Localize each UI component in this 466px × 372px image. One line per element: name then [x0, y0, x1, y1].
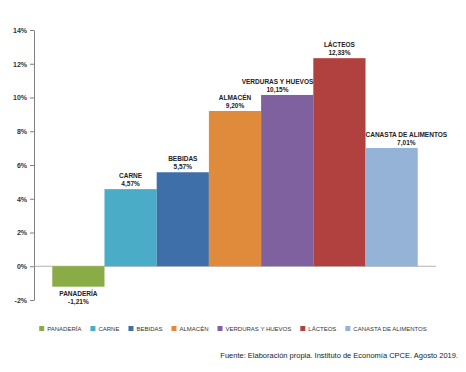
- data-label-value: 4,57%: [121, 180, 140, 188]
- data-label-name: LÁCTEOS: [324, 40, 356, 48]
- legend-swatch: [39, 326, 44, 331]
- legend-label: CARNE: [98, 326, 119, 332]
- legend-item: CANASTA DE ALIMENTOS: [345, 326, 426, 332]
- y-tick: 12%: [13, 60, 34, 67]
- data-label: LÁCTEOS12,33%: [324, 40, 356, 57]
- y-tick-label: 4%: [17, 195, 28, 202]
- y-tick-mark: [30, 165, 34, 166]
- legend-item: BEBIDAS: [128, 326, 162, 332]
- data-label-name: PANADERÍA: [59, 289, 97, 297]
- data-label-name: BEBIDAS: [168, 155, 198, 162]
- bar: [313, 58, 365, 266]
- y-tick-label: 12%: [13, 60, 28, 67]
- y-tick-mark: [30, 233, 34, 234]
- legend-label: VERDURAS Y HUEVOS: [225, 326, 291, 332]
- bar: [366, 148, 418, 266]
- data-labels: PANADERÍA-1,21% CARNE4,57% BEBIDAS5,57% ALM…: [59, 40, 448, 305]
- y-tick-label: 2%: [17, 229, 28, 236]
- bar: [209, 111, 261, 266]
- y-tick: 4%: [17, 195, 34, 202]
- chart: -2%0%2%4%6%8%10%12%14%PANADERÍA-1,21%CAR…: [0, 0, 466, 372]
- data-label-value: 9,20%: [226, 102, 245, 110]
- legend-label: BEBIDAS: [136, 326, 162, 332]
- bar: [157, 172, 209, 266]
- legend: PANADERÍA CARNE BEBIDAS ALMACÉN VERDURAS Y H…: [39, 326, 427, 332]
- bar: [261, 95, 313, 266]
- data-label-value: 12,33%: [328, 49, 350, 57]
- y-tick: 2%: [17, 229, 34, 236]
- data-label: CARNE4,57%: [119, 172, 143, 188]
- y-tick-label: 10%: [13, 94, 28, 101]
- data-label-value: 5,57%: [174, 163, 193, 171]
- y-tick-mark: [30, 300, 34, 301]
- data-label-name: CARNE: [119, 172, 143, 179]
- y-axis: -2% 0% 2% 4% 6% 8% 10% 12% 14%: [13, 27, 35, 304]
- y-tick-mark: [30, 64, 34, 65]
- legend-swatch: [128, 326, 133, 331]
- bars: [52, 58, 417, 286]
- y-tick: 0%: [17, 263, 34, 270]
- data-label: PANADERÍA-1,21%: [59, 289, 97, 306]
- legend-item: ALMACÉN: [171, 326, 208, 332]
- y-tick-mark: [30, 266, 34, 267]
- legend-label: PANADERÍA: [47, 326, 81, 332]
- data-label-value: 10,15%: [266, 86, 288, 94]
- y-tick: 10%: [13, 94, 34, 101]
- data-label-name: VERDURAS Y HUEVOS: [242, 78, 314, 85]
- data-label-value: 7,01%: [397, 139, 416, 147]
- bar: [104, 189, 156, 266]
- data-label-name: CANASTA DE ALIMENTOS: [366, 131, 448, 138]
- legend-swatch: [345, 326, 350, 331]
- y-tick-mark: [30, 98, 34, 99]
- y-tick-mark: [30, 30, 34, 31]
- legend-item: VERDURAS Y HUEVOS: [217, 326, 291, 332]
- y-tick-mark: [30, 199, 34, 200]
- legend-item: CARNE: [90, 326, 119, 332]
- data-label-name: ALMACÉN: [219, 93, 252, 101]
- source-note: Fuente: Elaboración propia. Instituto de…: [220, 351, 458, 360]
- y-tick-label: 6%: [17, 162, 28, 169]
- data-label: CANASTA DE ALIMENTOS7,01%: [366, 131, 448, 147]
- legend-item: LÁCTEOS: [300, 326, 336, 332]
- y-tick-label: 8%: [17, 128, 28, 135]
- data-label: BEBIDAS5,57%: [168, 155, 198, 171]
- legend-swatch: [300, 326, 305, 331]
- y-tick: 14%: [13, 27, 34, 34]
- legend-label: CANASTA DE ALIMENTOS: [353, 326, 426, 332]
- data-label: ALMACÉN9,20%: [219, 93, 252, 110]
- y-tick-mark: [30, 131, 34, 132]
- legend-swatch: [217, 326, 222, 331]
- legend-label: LÁCTEOS: [308, 326, 336, 332]
- legend-item: PANADERÍA: [39, 326, 81, 332]
- data-label-value: -1,21%: [68, 298, 89, 306]
- legend-swatch: [171, 326, 176, 331]
- y-tick: -2%: [15, 297, 34, 304]
- y-tick: 6%: [17, 162, 34, 169]
- legend-label: ALMACÉN: [179, 326, 208, 332]
- y-axis-line: [34, 31, 35, 301]
- y-tick-label: 0%: [17, 263, 28, 270]
- legend-swatch: [90, 326, 95, 331]
- bar: [52, 266, 104, 286]
- y-tick-label: 14%: [13, 27, 28, 34]
- y-tick: 8%: [17, 128, 34, 135]
- data-label: VERDURAS Y HUEVOS10,15%: [242, 78, 314, 94]
- y-tick-label: -2%: [15, 297, 28, 304]
